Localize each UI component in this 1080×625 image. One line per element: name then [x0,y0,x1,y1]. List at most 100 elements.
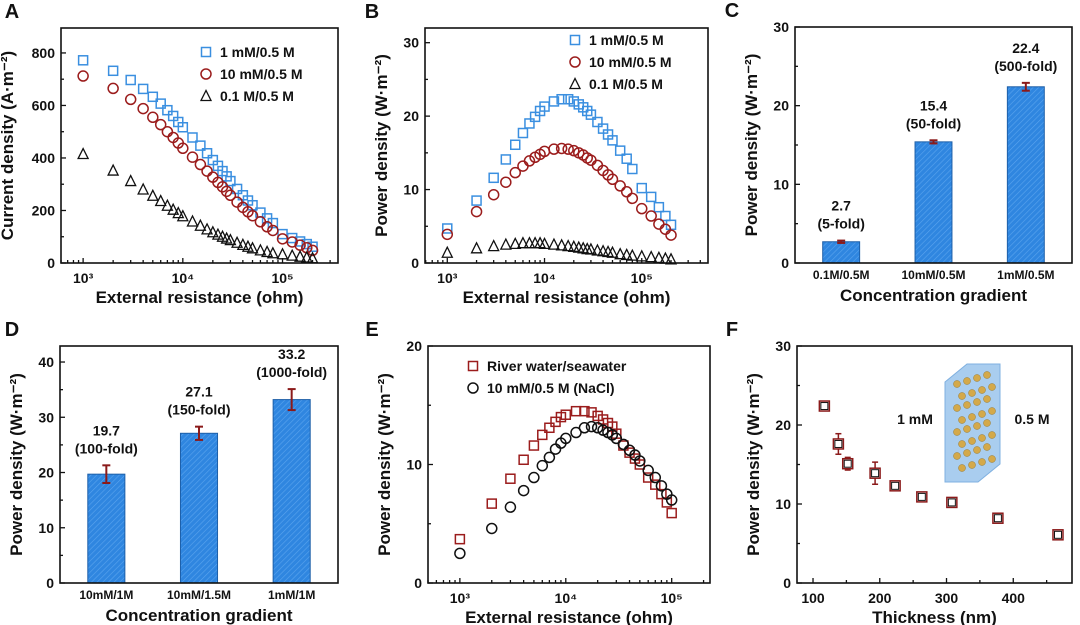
x-axis-label: Concentration gradient [105,606,292,625]
series-2 [441,236,678,265]
data-point [176,209,189,222]
plot-frame [59,345,339,584]
data-point [518,454,529,466]
panel-c: C 0 10 20 30 Power density (W·m⁻²) 0.1M/0.5M 10… [725,0,1073,305]
data-point [1053,530,1062,539]
legend-item: 10 mM/0.5 M (NaCl) [467,380,615,396]
y-tick-label: 0 [781,255,789,271]
bar-fold-label: (50-fold) [906,115,961,131]
x-axis: 10³ 10⁴ 10⁵ External resistance (ohm) [427,578,705,625]
data-point [276,247,289,260]
legend-label: 10 mM/0.5 M (NaCl) [487,380,615,396]
high-concentration-label: 0.5 M [1014,411,1049,427]
legend-label: 0.1 M/0.5 M [220,88,294,104]
x-axis-label: External resistance (ohm) [465,608,673,625]
data-point [516,236,529,249]
data-point [548,96,560,107]
data-point [524,118,535,129]
data-point [194,218,207,231]
data-point [581,105,593,117]
data-point [560,409,572,420]
y-tick-label: 10 [38,520,54,536]
data-point [224,233,237,246]
x-category-label: 0.1M/0.5M [813,268,870,282]
data-point [614,180,626,192]
data-point [224,189,237,202]
y-axis: 0 10 20 30 40 Power density (W·m⁻²) [7,354,65,591]
panel-b: B 0 10 20 30 Power density (W·m⁻²) 10³ 10⁴ 10⁵ Ex… [365,1,709,307]
data-point [517,160,529,172]
data-point [231,183,243,195]
nanochannel-dot [963,425,971,433]
bar-value-label: 19.7 [93,422,120,438]
x-category-label: 10mM/0.5M [901,268,965,282]
y-tick-label: 10 [403,182,419,198]
nanochannel-dot [973,422,981,430]
data-point [154,194,167,207]
data-point [620,186,633,198]
data-point [124,93,137,106]
legend-marker [200,68,212,80]
data-point [500,176,512,188]
data-point [528,440,540,451]
panel-label: C [725,0,739,22]
data-point [155,98,166,109]
nanochannel-dot [953,452,961,460]
y-tick-label: 0 [47,255,55,271]
x-tick-label: 200 [868,590,892,606]
data-point [536,459,549,472]
data-point [620,247,633,261]
data-point [660,210,671,222]
bar-fold-label: (5-fold) [817,216,864,232]
data-point [442,223,453,234]
data-point-outline [916,491,928,503]
low-concentration-label: 1 mM [897,411,933,427]
data-point [187,132,198,143]
data-point [664,252,678,265]
data-point [471,195,482,206]
data-point [236,237,249,251]
data-point [579,405,590,417]
y-axis: 0 10 20 30 Power density (W·m⁻²) [744,338,802,591]
legend-label: River water/seawater [487,358,627,374]
nanochannel-dot [958,392,966,400]
data-point [537,429,548,441]
nanochannel-dot [983,443,991,451]
data-point [486,498,498,509]
data-point [77,147,90,160]
x-tick-label: 10⁵ [631,270,653,286]
data-point [585,109,597,120]
data-point [645,210,657,222]
legend-item: 1 mM/0.5 M [200,44,295,60]
data-point [161,198,174,211]
data-point [77,55,89,66]
panel-f: F 0 10 20 30 Power density (W·m⁻²) 100 200 300 40… [726,319,1073,625]
plot-frame [60,27,339,264]
nanochannel-dot [978,410,986,418]
data-point [636,202,648,215]
y-axis: 0 10 20 Power density (W·m⁻²) [375,338,433,591]
x-tick-label: 100 [801,590,825,606]
data-point [267,217,279,229]
panel-a: A 0 200 400 600 800 Current density (A·m⁻²) 10³… [0,1,339,307]
legend-item: 1 mM/0.5 M [569,32,664,48]
nanochannel-dot [988,455,996,463]
legend-label: 1 mM/0.5 M [220,44,295,60]
nanochannel-dot [968,389,976,397]
nanochannel-dot [958,464,966,472]
legend-item: 0.1 M/0.5 M [199,88,294,104]
plot-frame [796,345,1073,584]
legend-item: 10 mM/0.5 M [569,54,671,70]
x-axis-label: External resistance (ohm) [96,288,304,307]
legend-label: 1 mM/0.5 M [589,32,664,48]
data-point [584,242,597,255]
data-point [523,155,536,167]
data-point [543,451,556,464]
data-point [231,235,244,248]
y-tick-label: 30 [38,409,54,425]
data-point [592,116,603,128]
data-point [470,241,483,254]
data-point [267,224,279,237]
data-point [194,158,207,171]
